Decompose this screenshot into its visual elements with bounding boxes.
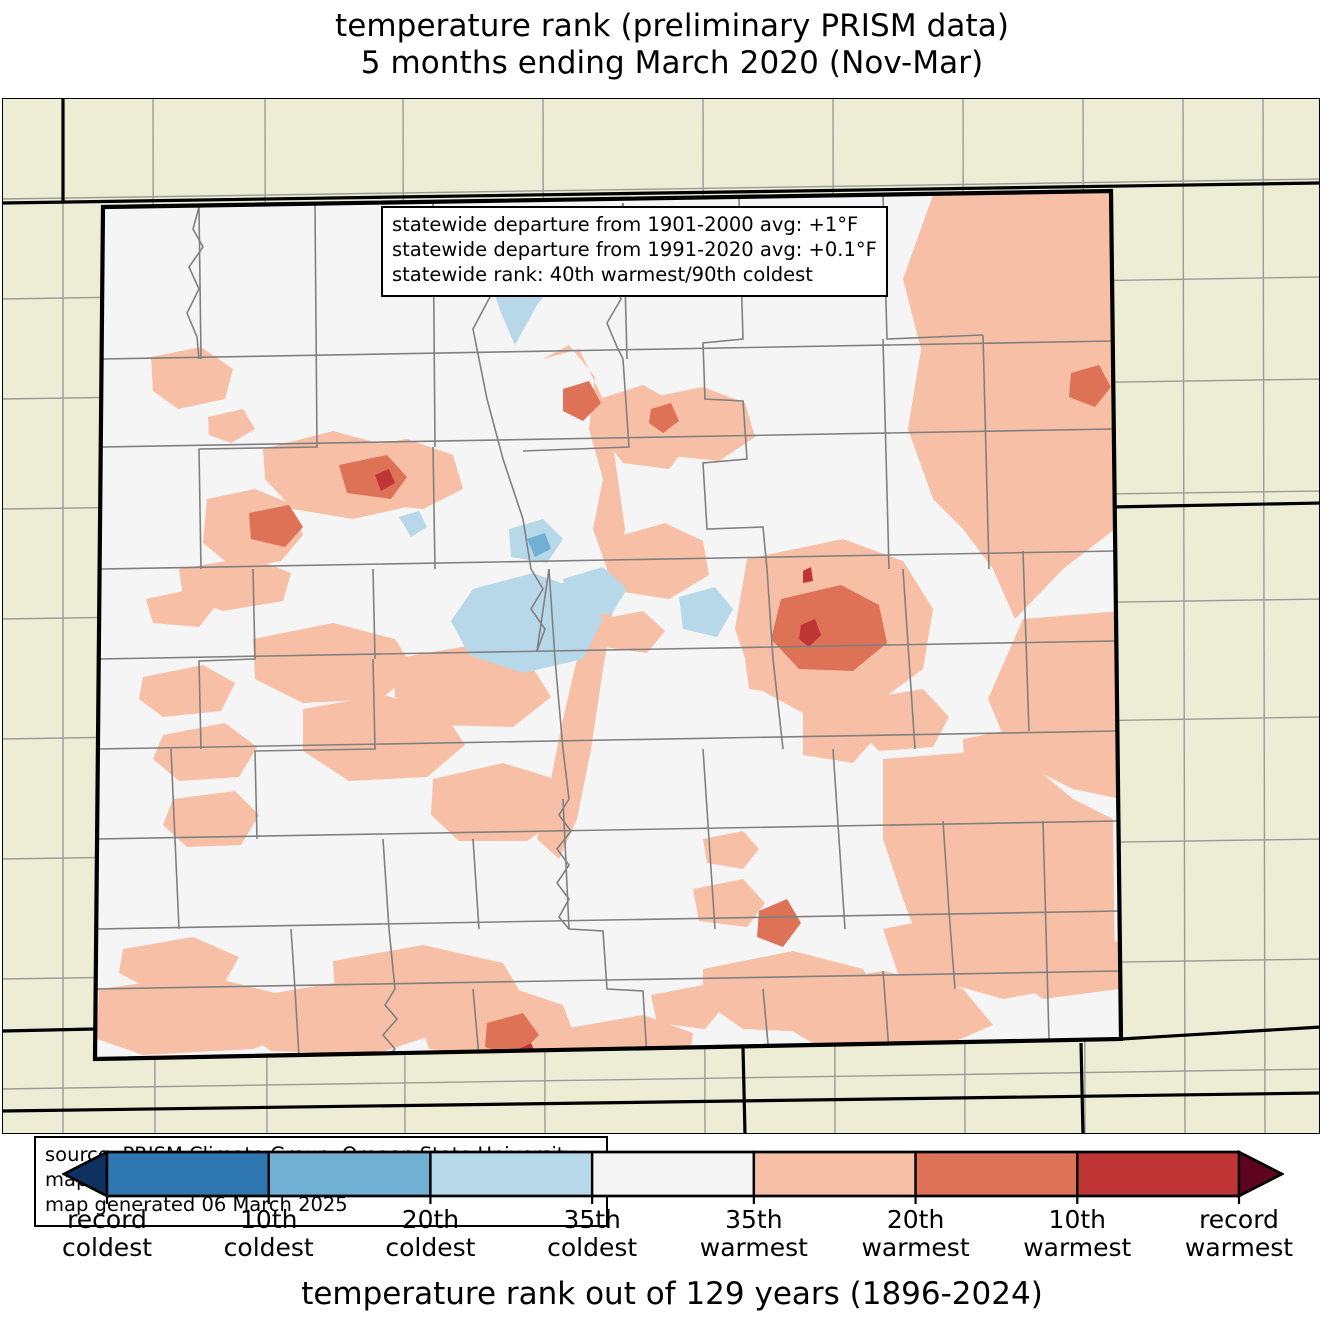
colorbar-band-4 [752,1150,917,1198]
colorbar-label-5: 20th warmest [826,1206,1006,1262]
colorbar-band-1 [267,1150,432,1198]
title-line-2: 5 months ending March 2020 (Nov-Mar) [360,44,984,81]
stat-departure-1991-2020: statewide departure from 1991-2020 avg: … [392,237,877,261]
colorbar-label-7: record warmest [1149,1206,1329,1262]
colorbar-under-arrow [62,1150,109,1198]
colorbar-bands [62,1150,1284,1204]
colorbar-label-bottom: coldest [223,1233,314,1262]
colorbar-band-2 [429,1150,594,1198]
statistics-box: statewide departure from 1901-2000 avg: … [381,206,888,297]
colorbar-label-top: 10th [1048,1205,1107,1234]
colorbar-label-bottom: warmest [861,1233,970,1262]
stat-departure-1901-2000: statewide departure from 1901-2000 avg: … [392,213,859,236]
colorbar-label-top: 20th [886,1205,945,1234]
colorbar-label-top: 35th [563,1205,621,1234]
colorbar-label-bottom: coldest [547,1233,638,1262]
warm-20th-regions [249,365,1111,1059]
colorbar-label-2: 20th coldest [340,1206,520,1262]
colorbar-label-top: 35th [725,1205,783,1234]
colorbar-svg [62,1150,1284,1204]
map-figure: statewide departure from 1901-2000 avg: … [0,96,1322,1227]
colorado-interior [95,191,1121,1059]
colorado-temperature-rank-map [3,99,1319,1133]
page-title: temperature rank (preliminary PRISM data… [0,8,1344,81]
colorbar-band-0 [105,1150,270,1198]
colorbar-band-3 [590,1150,756,1198]
colorbar-label-top: 20th [401,1205,460,1234]
neighbor-state-borders [3,99,1319,1133]
colorbar-label-top: 10th [239,1205,298,1234]
colorbar-label-6: 10th warmest [987,1206,1167,1262]
colorbar-label-bottom: warmest [699,1233,808,1262]
colorbar-over-arrow [1237,1150,1284,1198]
colorado-state-border [92,188,1124,1062]
stat-statewide-rank: statewide rank: 40th warmest/90th coldes… [392,262,813,286]
colorbar-label-3: 35th coldest [502,1206,682,1262]
colorbar-label-top: record [1199,1205,1279,1234]
colorbar-band-5 [914,1150,1079,1198]
colorbar-tick-labels: record coldest 10th coldest 20th coldest 35th c… [0,1206,1344,1274]
colorbar-swatches [62,1148,1284,1204]
colorbar-label-4: 35th warmest [664,1206,844,1262]
colorbar-legend: record coldest 10th coldest 20th coldest 35th c… [0,1140,1344,1332]
title-line-1: temperature rank (preliminary PRISM data… [334,8,1010,44]
colorbar-label-bottom: coldest [385,1233,476,1262]
colorbar-label-bottom: warmest [1023,1233,1132,1262]
colorbar-label-bottom: warmest [1184,1233,1294,1262]
map-generated-line: map generated 06 March 2025 [45,1192,348,1216]
colorbar-label-bottom: coldest [61,1233,153,1262]
colorbar-label-top: record [67,1205,147,1234]
colorbar-caption: temperature rank out of 129 years (1896-… [301,1276,1043,1312]
colorbar-label-1: 10th coldest [179,1206,359,1262]
colorbar-band-6 [1076,1150,1241,1198]
colorbar-label-0: record coldest [17,1206,197,1262]
